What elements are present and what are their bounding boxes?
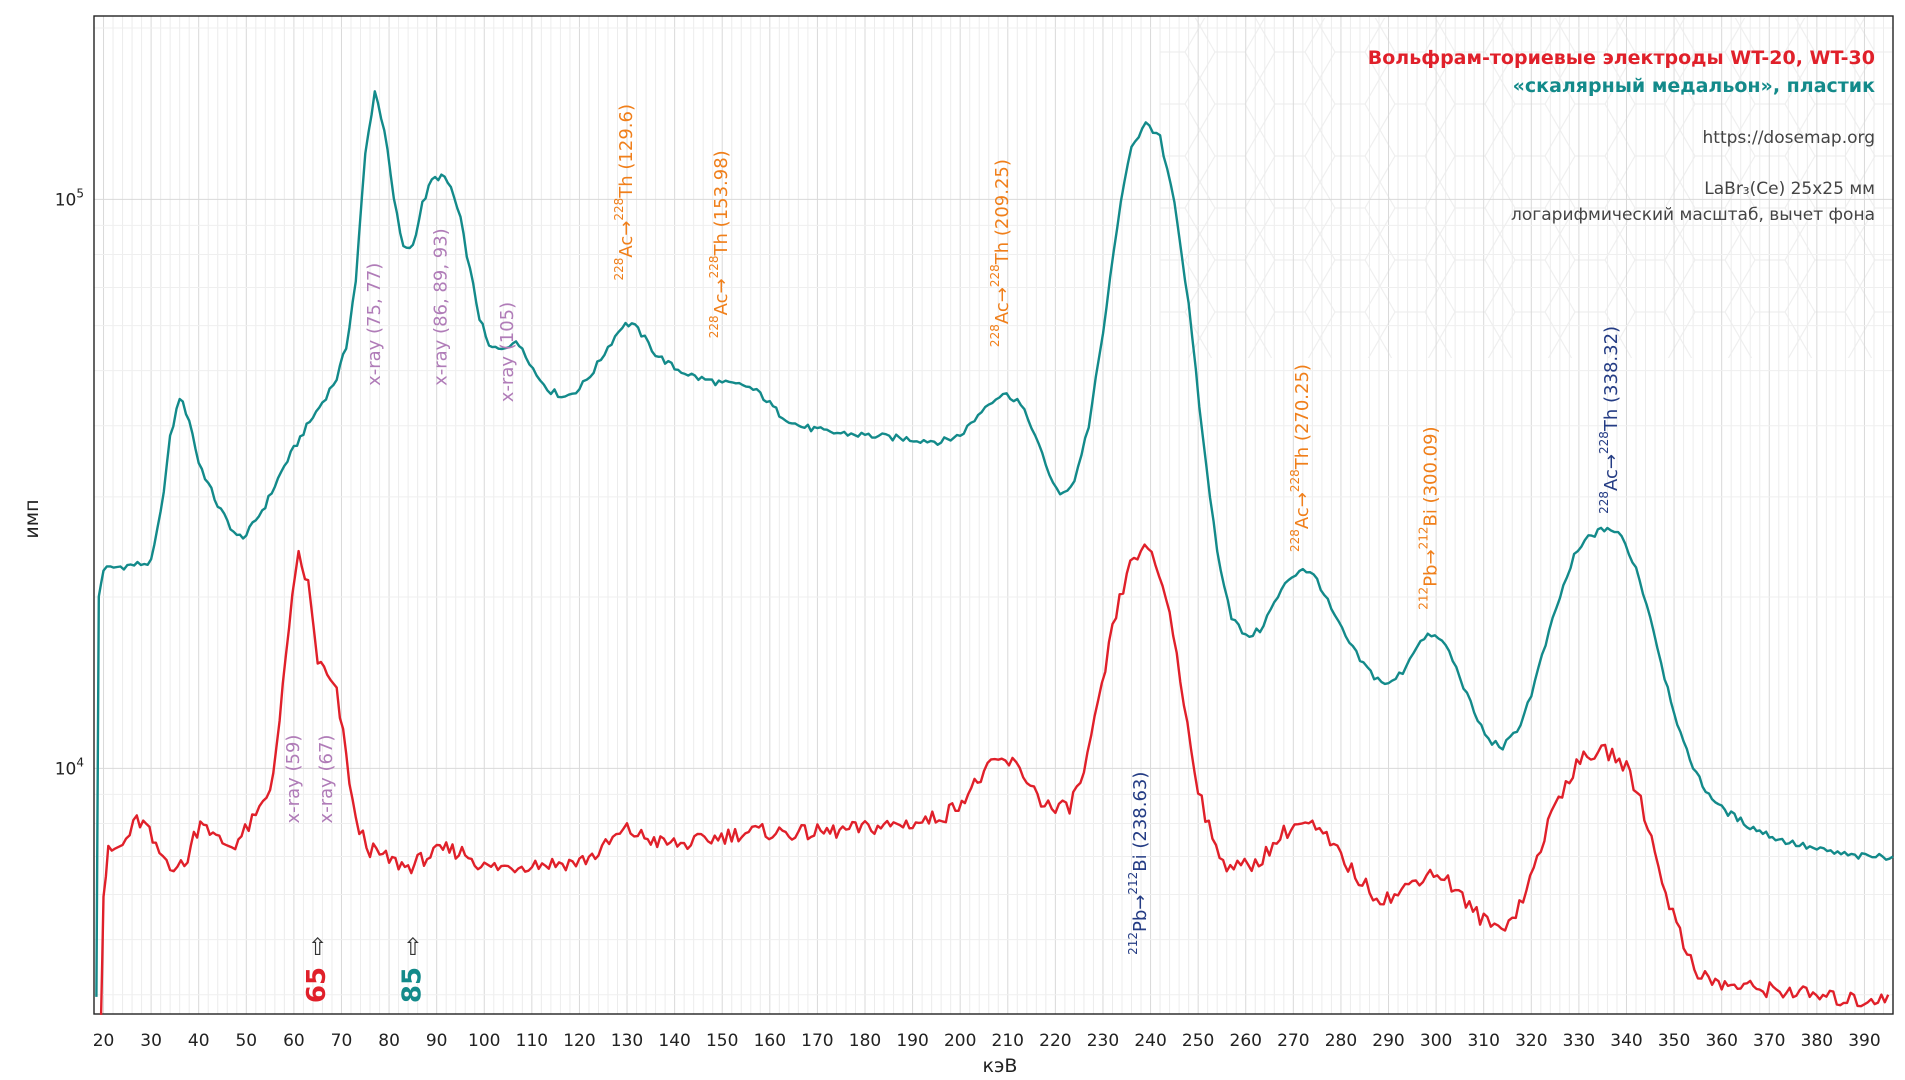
x-tick-label: 200 — [944, 1031, 976, 1051]
x-tick-label: 40 — [188, 1031, 210, 1051]
annotation-label: x-ray (67) — [316, 735, 337, 824]
x-tick-label: 140 — [658, 1031, 690, 1051]
annotation-label: x-ray (86, 89, 93) — [430, 228, 451, 386]
y-tick-label: 105 — [55, 186, 84, 210]
x-tick-label: 90 — [426, 1031, 448, 1051]
x-tick-label: 130 — [611, 1031, 643, 1051]
x-tick-label: 160 — [754, 1031, 786, 1051]
annotation-label: 228Ac→228Th (270.25) — [1287, 364, 1313, 552]
x-tick-label: 50 — [235, 1031, 257, 1051]
x-tick-label: 190 — [896, 1031, 928, 1051]
x-tick-label: 180 — [849, 1031, 881, 1051]
x-tick-label: 250 — [1182, 1031, 1214, 1051]
x-tick-label: 330 — [1563, 1031, 1595, 1051]
series-line-85 — [95, 90, 1894, 997]
annotation-label: x-ray (105) — [497, 302, 518, 402]
x-tick-label: 30 — [140, 1031, 162, 1051]
series-line-65 — [99, 543, 1890, 1015]
annotation-label: 228Ac→228Th (338.32) — [1597, 326, 1623, 514]
plot-frame — [93, 15, 1894, 1015]
x-tick-label: 120 — [563, 1031, 595, 1051]
x-tick-label: 370 — [1753, 1031, 1785, 1051]
x-tick-label: 60 — [283, 1031, 305, 1051]
x-tick-label: 300 — [1420, 1031, 1452, 1051]
x-tick-label: 350 — [1658, 1031, 1690, 1051]
up-arrow-icon: ⇧ — [403, 933, 423, 961]
chart-title: Вольфрам-ториевые электроды WT-20, WT-30 — [1368, 47, 1875, 69]
annotation-label: 228Ac→228Th (153.98) — [707, 150, 733, 338]
x-tick-label: 110 — [516, 1031, 548, 1051]
x-tick-label: 20 — [93, 1031, 115, 1051]
annotation-label: 228Ac→228Th (209.25) — [988, 159, 1014, 347]
x-tick-label: 360 — [1705, 1031, 1737, 1051]
x-tick-label: 270 — [1277, 1031, 1309, 1051]
x-tick-label: 310 — [1467, 1031, 1499, 1051]
x-tick-label: 170 — [801, 1031, 833, 1051]
x-tick-label: 210 — [992, 1031, 1024, 1051]
x-axis-title: кэВ — [983, 1055, 1018, 1077]
annotation-label: x-ray (75, 77) — [364, 263, 385, 386]
y-tick-label: 104 — [55, 755, 84, 779]
x-tick-label: 320 — [1515, 1031, 1547, 1051]
up-arrow-icon: ⇧ — [308, 933, 328, 961]
marker-number: 85 — [397, 967, 427, 1003]
markers: ⇧ 65 ⇧ 85 — [302, 933, 427, 1003]
info-url: https://dosemap.org — [1703, 128, 1876, 148]
x-tick-label: 340 — [1610, 1031, 1642, 1051]
x-tick-label: 280 — [1325, 1031, 1357, 1051]
chart-subtitle: «скалярный медальон», пластик — [1513, 75, 1875, 97]
x-tick-label: 390 — [1848, 1031, 1880, 1051]
x-tick-label: 230 — [1087, 1031, 1119, 1051]
annotation-label: x-ray (59) — [283, 735, 304, 824]
info-scale: логарифмический масштаб, вычет фона — [1511, 205, 1875, 225]
hex-watermark — [1160, 18, 1892, 358]
annotation-label: 228Ac→228Th (129.6) — [612, 104, 638, 281]
info-detector: LaBr₃(Ce) 25x25 мм — [1704, 179, 1875, 199]
x-tick-label: 290 — [1372, 1031, 1404, 1051]
y-axis-title: имп — [21, 499, 43, 538]
x-tick-label: 100 — [468, 1031, 500, 1051]
annotation-label: 212Pb→212Bi (238.63) — [1126, 772, 1152, 955]
x-tick-label: 220 — [1039, 1031, 1071, 1051]
annotations: x-ray (75, 77) x-ray (86, 89, 93) x-ray (1… — [283, 104, 1622, 955]
x-tick-label: 70 — [331, 1031, 353, 1051]
marker-number: 65 — [302, 967, 332, 1003]
x-tick-label: 80 — [378, 1031, 400, 1051]
series-layer — [95, 90, 1894, 1015]
x-tick-label: 260 — [1230, 1031, 1262, 1051]
x-tick-label: 150 — [706, 1031, 738, 1051]
tick-labels: 20 30 40 50 60 70 80 90 100 110 120 130 140 150 160 170… — [55, 186, 1881, 1051]
x-tick-label: 240 — [1134, 1031, 1166, 1051]
annotation-label: 212Pb→212Bi (300.09) — [1416, 426, 1442, 609]
grid — [93, 16, 1894, 1014]
x-tick-label: 380 — [1801, 1031, 1833, 1051]
